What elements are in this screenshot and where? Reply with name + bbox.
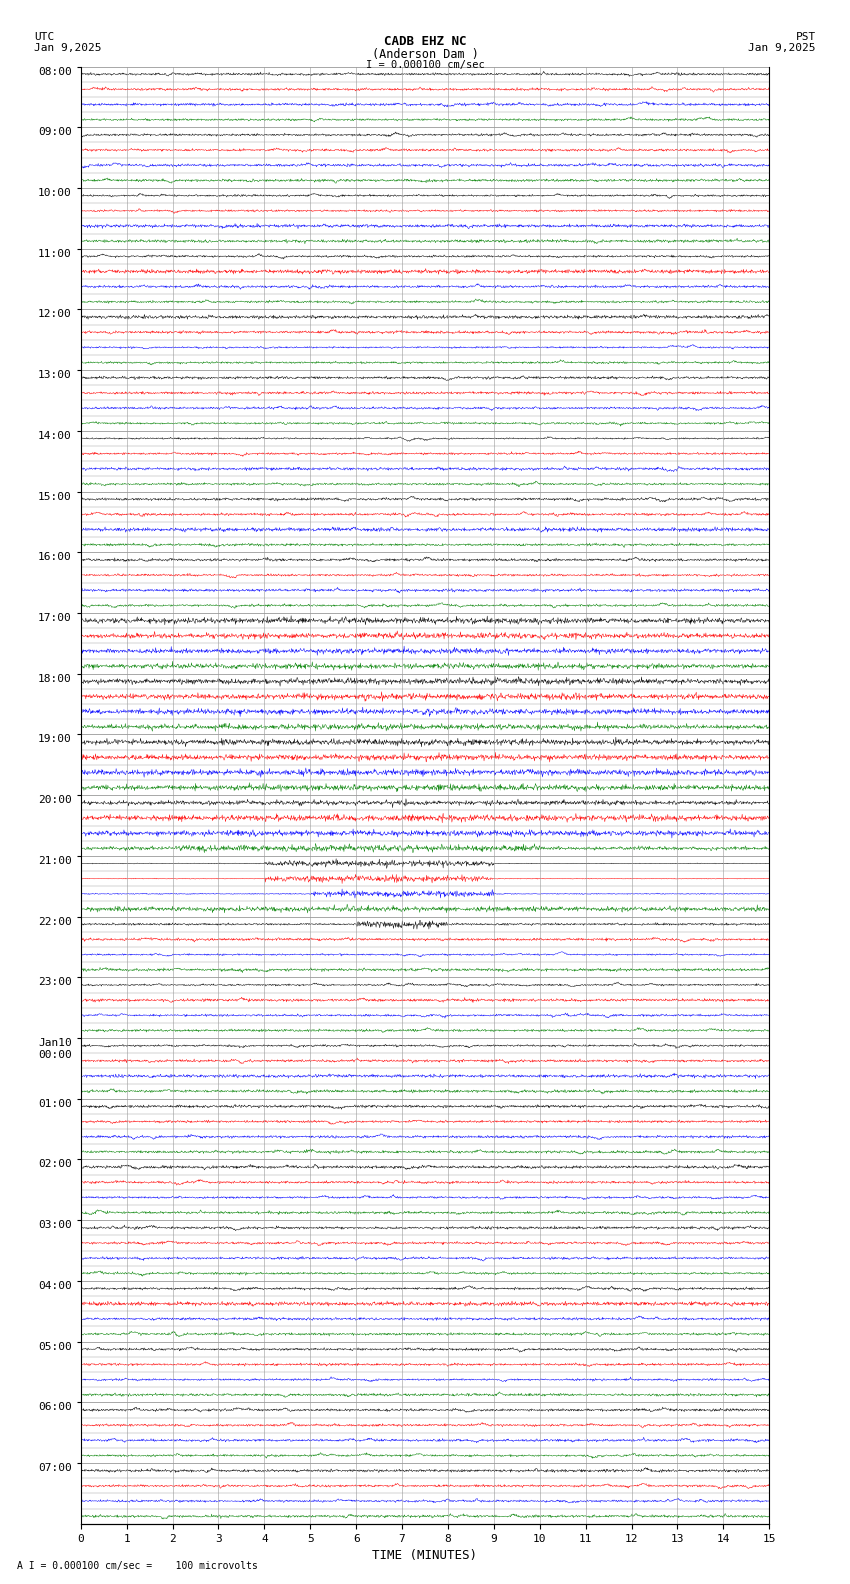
X-axis label: TIME (MINUTES): TIME (MINUTES) bbox=[372, 1549, 478, 1562]
Text: A I = 0.000100 cm/sec =    100 microvolts: A I = 0.000100 cm/sec = 100 microvolts bbox=[17, 1562, 258, 1571]
Text: PST: PST bbox=[796, 32, 816, 41]
Text: UTC: UTC bbox=[34, 32, 54, 41]
Text: I = 0.000100 cm/sec: I = 0.000100 cm/sec bbox=[366, 60, 484, 70]
Text: Jan 9,2025: Jan 9,2025 bbox=[34, 43, 101, 52]
Text: (Anderson Dam ): (Anderson Dam ) bbox=[371, 48, 479, 60]
Text: CADB EHZ NC: CADB EHZ NC bbox=[383, 35, 467, 48]
Text: Jan 9,2025: Jan 9,2025 bbox=[749, 43, 816, 52]
